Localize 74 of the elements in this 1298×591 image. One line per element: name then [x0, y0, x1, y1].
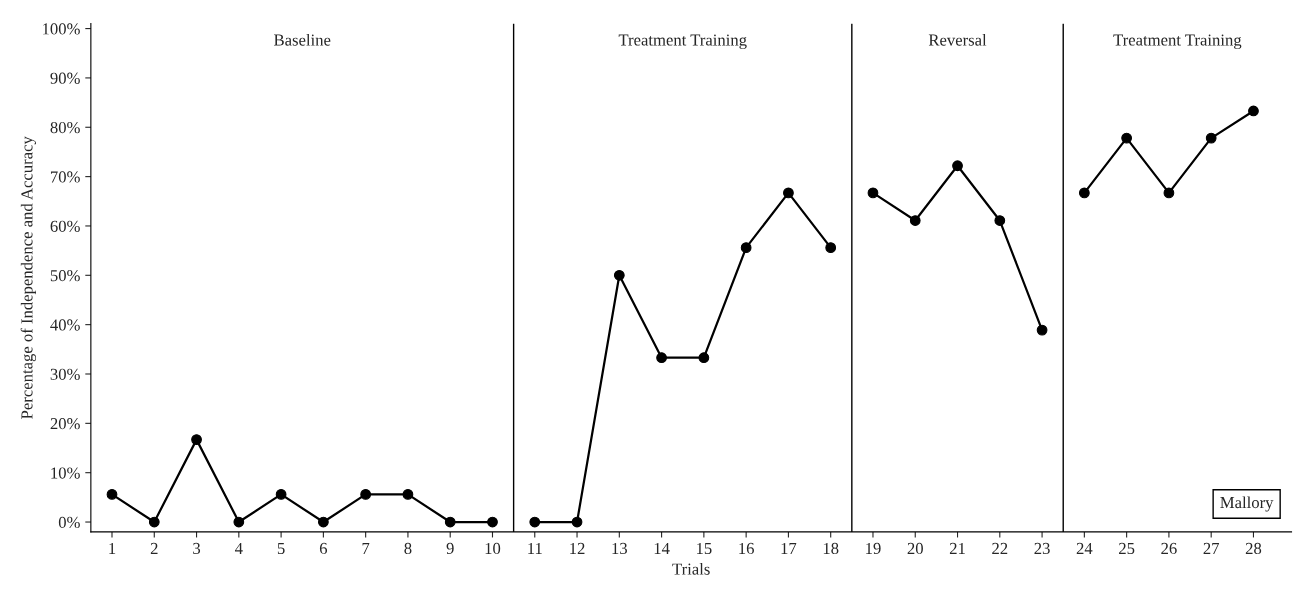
x-tick-label: 8: [404, 542, 412, 555]
x-tick-label: 19: [866, 542, 881, 555]
annotation: Mallory: [1220, 496, 1274, 512]
x-tick-label: 20: [907, 542, 923, 555]
x-tick-label: 26: [1161, 542, 1177, 555]
y-tick-label: 80%: [50, 121, 80, 134]
point: [1078, 187, 1090, 199]
x-tick-label: 2: [150, 542, 158, 554]
y-tick-label: 30%: [50, 368, 80, 380]
point: [191, 434, 202, 445]
point: [318, 516, 329, 528]
x-tick-label: 7: [362, 542, 370, 554]
x-tick-label: 25: [1119, 542, 1135, 555]
point: [783, 187, 794, 199]
point: [571, 516, 583, 528]
x-tick-label: 10: [485, 542, 501, 555]
point: [994, 215, 1006, 226]
x-tick-label: 23: [1034, 542, 1050, 555]
y-tick-label: 10%: [51, 467, 80, 479]
x-tick-label: 24: [1076, 542, 1093, 554]
point: [148, 516, 160, 528]
point: [909, 215, 921, 226]
point: [1163, 187, 1175, 199]
point: [444, 516, 456, 528]
y-tick-label: 50%: [50, 270, 80, 282]
point: [233, 516, 245, 528]
point: [825, 242, 837, 254]
point: [1036, 324, 1048, 336]
point: [1248, 105, 1259, 117]
point: [487, 516, 498, 528]
point: [402, 489, 414, 500]
x-tick-label: 15: [697, 542, 712, 555]
x-tick-label: 4: [234, 542, 243, 554]
x-tick-label: 12: [570, 542, 585, 554]
y-axis-title: Percentage of Independence and Accuracy: [20, 136, 36, 419]
point: [106, 489, 118, 500]
y-tick-label: 90%: [50, 72, 80, 84]
x-tick-label: 27: [1203, 542, 1220, 554]
y-tick-label: 40%: [50, 319, 80, 331]
x-tick-label: 6: [319, 542, 328, 555]
x-tick-label: 18: [823, 542, 839, 555]
y-tick-label: 100%: [43, 23, 80, 35]
x-tick-label: 11: [528, 542, 542, 554]
point: [867, 187, 879, 199]
annotation: Treatment Training: [1113, 34, 1242, 50]
x-tick-label: 3: [193, 542, 201, 555]
x-tick-label: 5: [277, 542, 285, 555]
x-axis-title: Trials: [672, 562, 710, 575]
annotation: Treatment Training: [618, 34, 747, 50]
x-tick-label: 13: [612, 542, 627, 555]
x-tick-label: 16: [739, 542, 754, 555]
point: [360, 489, 372, 500]
point: [698, 352, 710, 364]
point: [656, 352, 667, 364]
annotation: Baseline: [274, 33, 331, 46]
y-tick-label: 20%: [50, 418, 80, 430]
y-tick-label: 70%: [50, 171, 80, 183]
x-tick-label: 9: [446, 542, 454, 555]
point: [275, 489, 287, 500]
x-tick-label: 21: [949, 542, 965, 554]
point: [952, 160, 963, 172]
x-tick-label: 17: [781, 542, 797, 554]
point: [529, 516, 541, 528]
y-tick-label: 60%: [50, 220, 80, 232]
x-tick-label: 28: [1245, 542, 1262, 555]
x-tick-label: 22: [992, 542, 1008, 554]
point: [740, 242, 752, 254]
x-tick-label: 1: [109, 542, 116, 554]
x-tick-label: 14: [654, 542, 670, 554]
point: [1121, 132, 1133, 144]
point: [613, 269, 625, 281]
annotation: Reversal: [928, 33, 987, 46]
point: [1205, 132, 1217, 144]
y-tick-label: 0%: [58, 516, 80, 529]
